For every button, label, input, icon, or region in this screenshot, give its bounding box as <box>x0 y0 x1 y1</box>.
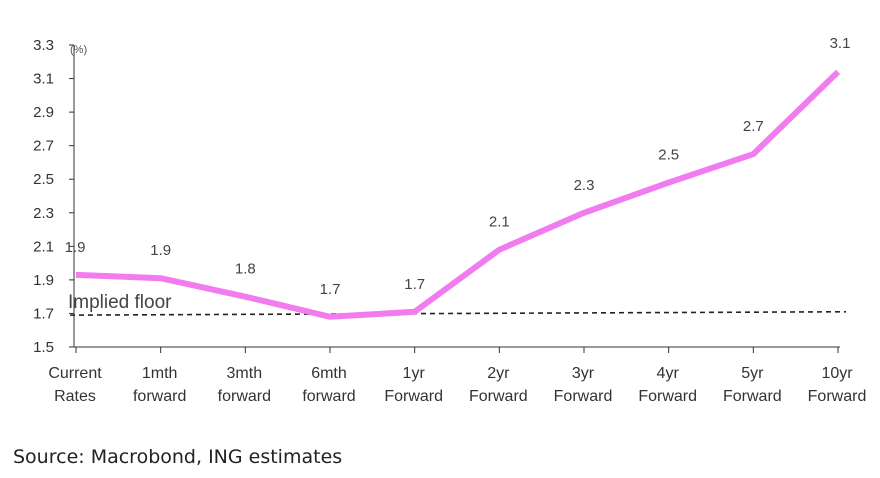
data-label: 1.7 <box>404 276 425 293</box>
x-tick-label: Forward <box>808 388 867 405</box>
x-tick-label: Rates <box>54 388 96 405</box>
x-tick-label: Forward <box>554 388 613 405</box>
y-tick-label: 1.5 <box>33 339 54 356</box>
series-line <box>75 69 841 320</box>
line-chart: 1.5 1.7 1.9 2.1 2.3 2.5 2.7 2.9 3.1 3.3 (%) Curre… <box>33 35 867 405</box>
data-label: 1.9 <box>65 239 86 256</box>
data-labels: 1.9 1.9 1.8 1.7 1.7 2.1 2.3 2.5 2.7 3.1 <box>65 35 851 298</box>
x-tick-label: 4yr <box>657 365 680 382</box>
implied-floor-label: Implied floor <box>68 292 172 313</box>
x-tick-label: forward <box>218 388 271 405</box>
data-label: 1.9 <box>150 242 171 259</box>
data-label: 2.7 <box>743 118 764 135</box>
x-tick-label: Forward <box>469 388 528 405</box>
x-tick-label: 3mth <box>227 365 263 382</box>
y-unit-label: (%) <box>70 44 87 56</box>
y-tick-label: 3.1 <box>33 71 54 88</box>
x-tick-label: 2yr <box>487 365 510 382</box>
x-tick-label: 10yr <box>821 365 853 382</box>
x-tick-label: 3yr <box>572 365 595 382</box>
y-tick-label: 2.7 <box>33 138 54 155</box>
x-axis: Current Rates 1mth forward 3mth forward 6mth fo… <box>48 346 867 405</box>
data-label: 2.1 <box>489 214 510 231</box>
x-tick-label: forward <box>133 388 186 405</box>
data-label: 1.7 <box>320 281 341 298</box>
y-tick-label: 1.7 <box>33 305 54 322</box>
data-label: 2.5 <box>658 147 679 164</box>
series-path <box>75 69 841 320</box>
x-tick-label: Forward <box>723 388 782 405</box>
source-note: Source: Macrobond, ING estimates <box>13 446 343 468</box>
y-tick-label: 2.1 <box>33 238 54 255</box>
x-tick-label: 1yr <box>403 365 426 382</box>
data-label: 1.8 <box>235 261 256 278</box>
y-tick-label: 2.3 <box>33 205 54 222</box>
y-tick-label: 2.9 <box>33 104 54 121</box>
y-tick-label: 3.3 <box>33 37 54 54</box>
implied-floor-line: Implied floor <box>68 292 847 316</box>
data-label: 3.1 <box>830 35 851 52</box>
y-axis: 1.5 1.7 1.9 2.1 2.3 2.5 2.7 2.9 3.1 3.3 <box>33 37 75 356</box>
y-tick-label: 2.5 <box>33 171 54 188</box>
x-tick-label: 1mth <box>142 365 178 382</box>
x-tick-label: Forward <box>638 388 697 405</box>
x-tick-label: 5yr <box>741 365 764 382</box>
x-tick-label: 6mth <box>311 365 347 382</box>
x-tick-label: forward <box>302 388 355 405</box>
data-label: 2.3 <box>574 177 595 194</box>
x-tick-label: Current <box>48 365 102 382</box>
x-tick-label: Forward <box>384 388 443 405</box>
y-tick-label: 1.9 <box>33 272 54 289</box>
implied-floor-dashes <box>69 310 847 316</box>
